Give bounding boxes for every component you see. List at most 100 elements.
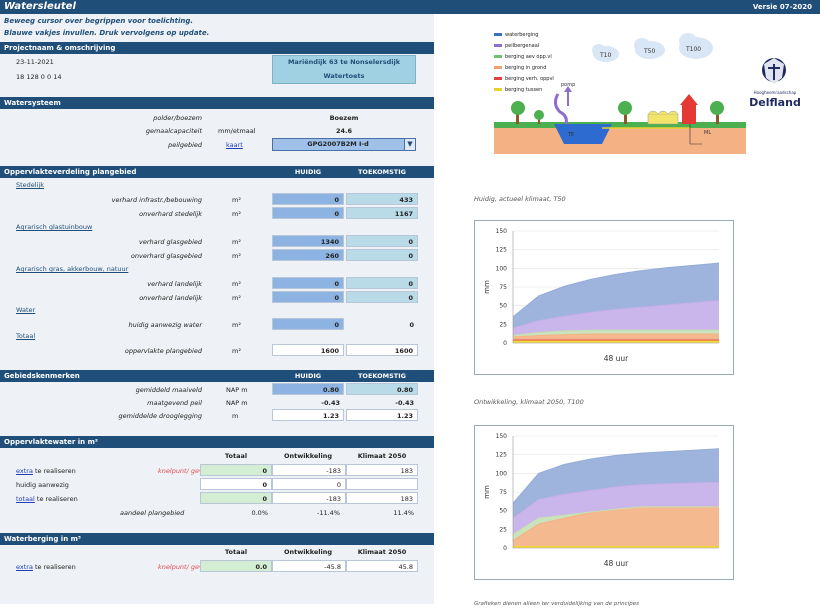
maaiveld-h[interactable]: 0.80 — [272, 383, 344, 395]
ow-huidig-ontw: 0 — [272, 478, 346, 490]
ow-col-ontwikkeling: Ontwikkeling — [283, 452, 333, 460]
legend-swatch — [494, 44, 502, 47]
watersysteem-header: Watersysteem — [0, 97, 434, 109]
series-line — [512, 448, 720, 504]
opp-total-h: 1600 — [272, 344, 344, 356]
title-bar — [0, 0, 820, 14]
ow-huidig-totaal: 0 — [200, 478, 272, 490]
gebied-label-maaiveld: gemiddeld maaiveld — [135, 386, 202, 394]
area-berging-tussen — [513, 340, 719, 343]
kaart-link[interactable]: kaart — [226, 141, 243, 149]
unit-m2: m² — [232, 252, 241, 260]
totaal-link[interactable]: totaal — [16, 495, 35, 503]
project-header: Projectnaam & omschrijving — [0, 42, 434, 54]
y-tick-label: 75 — [499, 489, 507, 496]
unit-m2: m² — [232, 196, 241, 204]
wb-col-ontwikkeling: Ontwikkeling — [283, 548, 333, 556]
ow-col-klimaat: Klimaat 2050 — [357, 452, 407, 460]
aandeel-klimaat: 11.4% — [393, 509, 414, 517]
x-axis-label: 48 uur — [604, 559, 629, 568]
wb-row-extra: extra te realiseren — [16, 561, 76, 573]
pump-label: pomp — [561, 82, 575, 88]
chart1-svg: 150 125 100 75 50 25 0 mm 48 uur — [483, 228, 720, 363]
sec-water: Water — [16, 306, 36, 314]
gebied-label-peil: maatgevend peil — [147, 399, 202, 407]
opp-row-label: onverhard landelijk — [139, 294, 202, 302]
project-type[interactable]: Watertoets — [323, 72, 365, 80]
y-tick-label: 150 — [496, 433, 508, 440]
opp-input-t[interactable]: 0 — [346, 277, 418, 289]
ws-value-gemaal: 24.6 — [335, 127, 353, 135]
cloud-label: T10 — [599, 52, 611, 59]
peilgebied-select[interactable] — [272, 138, 416, 151]
app-title: Watersleutel — [4, 1, 76, 12]
maaiveld-t[interactable]: 0.80 — [346, 383, 418, 395]
drooglegging-t: 1.23 — [346, 409, 418, 421]
logo-caption: Hoogheemraadschap — [753, 90, 797, 95]
sec-totaal: Totaal — [16, 332, 36, 340]
opp-row-label: huidig aanwezig water — [128, 321, 203, 329]
opp-input-t[interactable]: 0 — [346, 291, 418, 303]
legend-item: peilbergenaal — [494, 41, 554, 52]
gebied-header-bg — [270, 370, 434, 382]
sec-agrarisch: Agrarisch gras, akkerbouw, natuur — [16, 265, 129, 273]
gebied-col-huidig: HUIDIG — [294, 372, 322, 380]
chevron-down-icon[interactable]: ▼ — [404, 139, 415, 150]
project-name-box[interactable] — [272, 55, 416, 84]
series-line — [512, 333, 719, 338]
series-line — [512, 299, 720, 329]
series-line — [512, 329, 719, 337]
project-code[interactable]: 18 128 0 0 14 — [16, 73, 62, 81]
opp-input-h[interactable]: 0 — [272, 193, 344, 205]
opp-input-t[interactable]: 433 — [346, 193, 418, 205]
legend-item: berging in grond — [494, 63, 554, 74]
sec-glastuinbouw: Agrarisch glastuinbouw — [16, 223, 93, 231]
opp-input-h[interactable]: 0 — [272, 277, 344, 289]
ow-totaal-klimaat: 183 — [346, 492, 418, 504]
grass — [494, 122, 746, 128]
opp-row-label: verhard infrastr./bebouwing — [111, 196, 202, 204]
opp-input-t[interactable]: 0 — [346, 235, 418, 247]
tree-icon — [511, 101, 525, 115]
ml-label: ML — [704, 130, 711, 136]
row-suffix: te realiseren — [32, 563, 76, 571]
unit-m2: m² — [232, 280, 241, 288]
wb-header: Waterberging in m³ — [0, 533, 434, 545]
opp-input-t[interactable]: 1167 — [346, 207, 418, 219]
ws-value-polder: Boezem — [329, 114, 359, 122]
ow-extra-klimaat: 183 — [346, 464, 418, 476]
cloud-t10: T10 — [592, 44, 619, 62]
legend-item: berging aev opp.vl — [494, 52, 554, 63]
gebied-unit: NAP m — [226, 386, 248, 394]
opp-input-t[interactable]: 0 — [346, 249, 418, 261]
opp-input-h[interactable]: 0 — [272, 207, 344, 219]
opp-input-h[interactable]: 0 — [272, 318, 344, 330]
opp-total-t: 1600 — [346, 344, 418, 356]
legend-swatch — [494, 55, 502, 58]
ow-row-extra: extra te realiseren — [16, 465, 76, 477]
ow-extra-ontw: -183 — [272, 464, 346, 476]
y-tick-label: 100 — [496, 470, 508, 477]
cloud-t50: T50 — [634, 38, 665, 59]
aandeel-ontw: -11.4% — [317, 509, 340, 517]
ws-unit-gemaal: mm/etmaal — [218, 127, 256, 135]
project-name[interactable]: Mariëndijk 63 te Nonselersdijk — [287, 58, 401, 66]
y-tick-label: 50 — [499, 508, 507, 515]
project-date[interactable]: 23-11-2021 — [16, 58, 54, 66]
opp-input-h[interactable]: 260 — [272, 249, 344, 261]
series-line — [512, 506, 719, 535]
ow-row-totaal: totaal te realiseren — [16, 493, 78, 505]
delfland-crest-icon — [762, 58, 786, 84]
y-tick-label: 75 — [499, 284, 507, 291]
opp-input-h[interactable]: 0 — [272, 291, 344, 303]
extra-link[interactable]: extra — [16, 467, 33, 475]
drooglegging-h: 1.23 — [272, 409, 344, 421]
wb-extra-link[interactable]: extra — [16, 563, 33, 571]
y-axis-label: mm — [483, 485, 491, 499]
y-tick-label: 125 — [496, 247, 508, 254]
series-line — [512, 481, 720, 519]
opp-row-label: onverhard stedelijk — [139, 210, 202, 218]
row-suffix: te realiseren — [34, 495, 78, 503]
opp-input-h[interactable]: 1340 — [272, 235, 344, 247]
ws-label-gemaal: gemaalcapaciteit — [145, 127, 202, 135]
